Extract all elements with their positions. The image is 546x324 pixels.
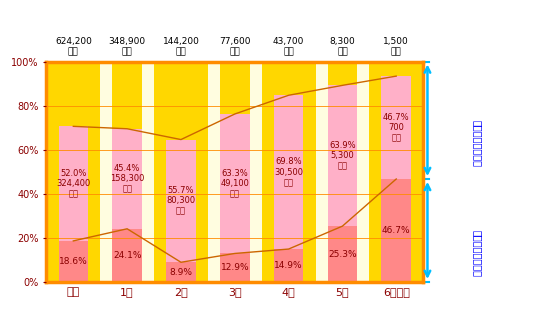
Bar xyxy=(208,62,262,282)
Bar xyxy=(166,62,196,140)
Bar xyxy=(274,95,304,249)
Bar xyxy=(382,179,411,282)
Bar xyxy=(112,129,142,229)
Text: 144,200
世帯: 144,200 世帯 xyxy=(163,37,199,57)
Bar xyxy=(328,226,357,282)
Text: 24.1%: 24.1% xyxy=(113,251,141,260)
Text: 77,600
世帯: 77,600 世帯 xyxy=(219,37,251,57)
Text: 8.9%: 8.9% xyxy=(169,268,192,277)
Bar xyxy=(220,114,250,253)
Bar xyxy=(382,62,411,76)
Bar xyxy=(328,85,357,226)
Text: 12.9%: 12.9% xyxy=(221,263,249,272)
Bar xyxy=(112,62,142,129)
Bar xyxy=(58,62,88,126)
Text: 1,500
世帯: 1,500 世帯 xyxy=(383,37,409,57)
Text: 45.4%
158,300
世帯: 45.4% 158,300 世帯 xyxy=(110,164,144,194)
Bar xyxy=(369,62,423,282)
Bar xyxy=(112,229,142,282)
Bar xyxy=(316,62,369,282)
Text: 8,300
世帯: 8,300 世帯 xyxy=(330,37,355,57)
Text: 43,700
世帯: 43,700 世帯 xyxy=(273,37,304,57)
Text: 52.0%
324,400
世帯: 52.0% 324,400 世帯 xyxy=(56,169,91,199)
Bar xyxy=(58,126,88,241)
Text: 18.6%: 18.6% xyxy=(59,257,88,266)
Bar xyxy=(220,62,250,114)
Bar xyxy=(154,62,208,282)
Bar xyxy=(274,249,304,282)
Text: 55.7%
80,300
世帯: 55.7% 80,300 世帯 xyxy=(167,186,195,216)
Text: 624,200
世帯: 624,200 世帯 xyxy=(55,37,92,57)
Bar xyxy=(58,241,88,282)
Bar xyxy=(166,262,196,282)
Text: 25.3%: 25.3% xyxy=(328,249,357,259)
Bar xyxy=(262,62,316,282)
Bar xyxy=(382,76,411,179)
Bar xyxy=(328,62,357,85)
Bar xyxy=(46,62,100,282)
Text: 63.9%
5,300
世帯: 63.9% 5,300 世帯 xyxy=(329,141,356,171)
Text: 69.8%
30,500
世帯: 69.8% 30,500 世帯 xyxy=(274,157,303,187)
Bar xyxy=(166,140,196,262)
Text: 46.7%
700
世帯: 46.7% 700 世帯 xyxy=(383,113,410,143)
Text: 63.3%
49,100
世帯: 63.3% 49,100 世帯 xyxy=(221,169,249,199)
Text: 最低居住水準未満: 最低居住水準未満 xyxy=(473,230,483,277)
Bar xyxy=(274,62,304,95)
Text: 348,900
世帯: 348,900 世帯 xyxy=(109,37,146,57)
Text: 諸導居住水準未満: 諸導居住水準未満 xyxy=(473,120,483,167)
Text: 46.7%: 46.7% xyxy=(382,226,411,235)
Text: 14.9%: 14.9% xyxy=(274,261,303,270)
Bar xyxy=(100,62,154,282)
Bar xyxy=(220,253,250,282)
